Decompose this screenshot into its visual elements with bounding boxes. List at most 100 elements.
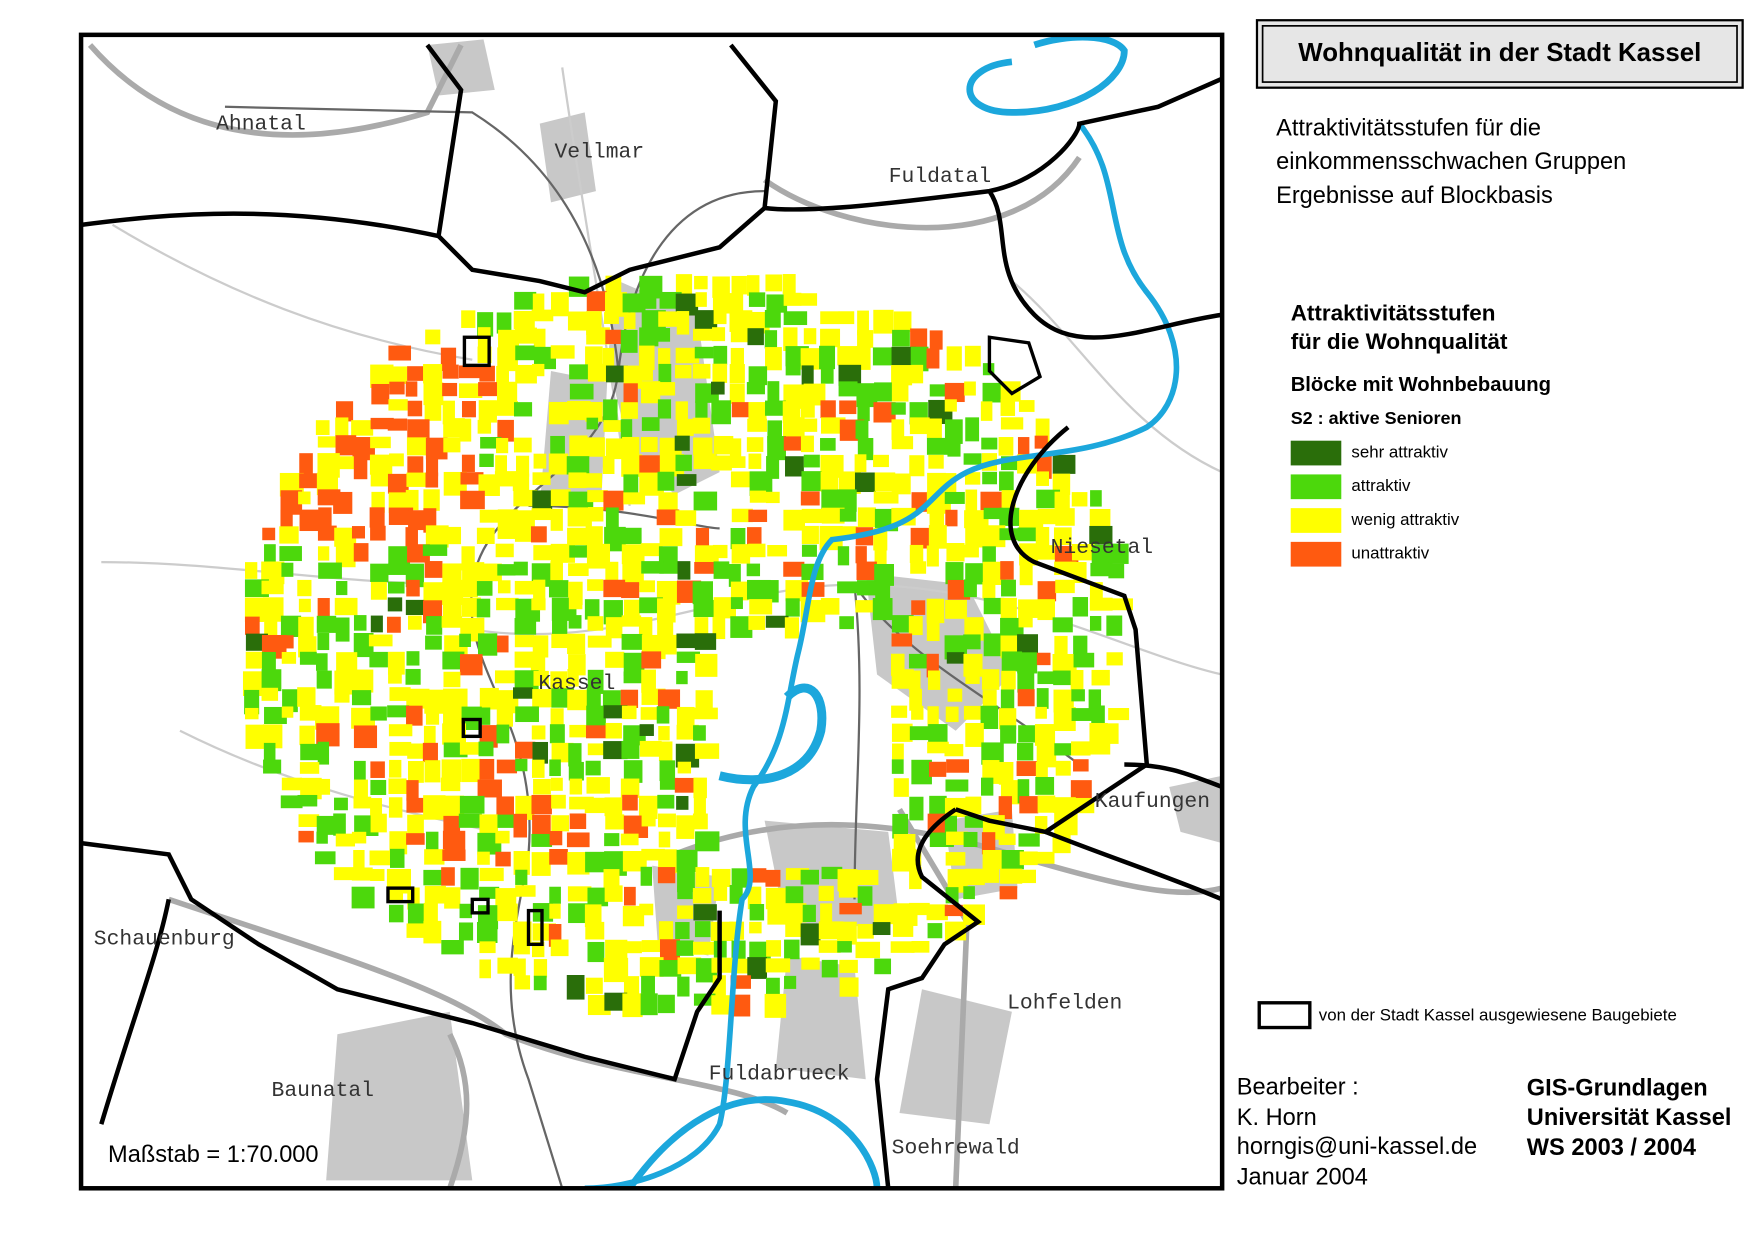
block <box>657 689 681 709</box>
block <box>423 869 444 886</box>
block <box>460 490 485 510</box>
block <box>692 417 711 434</box>
block <box>1037 671 1058 685</box>
block <box>746 579 771 600</box>
block <box>495 455 508 479</box>
block <box>477 633 498 656</box>
legend-swatch <box>1290 440 1342 466</box>
block <box>604 797 623 817</box>
block <box>1072 597 1089 617</box>
block <box>677 885 693 900</box>
block <box>1019 851 1038 866</box>
block <box>981 742 1004 765</box>
block <box>1034 724 1056 746</box>
block <box>603 490 624 511</box>
block <box>549 759 561 777</box>
block <box>424 400 442 421</box>
block <box>839 902 862 915</box>
block <box>731 275 747 295</box>
block <box>929 330 943 350</box>
block <box>837 526 858 538</box>
block <box>677 761 692 774</box>
block <box>929 508 945 527</box>
block <box>622 293 646 313</box>
block <box>441 759 462 782</box>
block <box>711 381 725 395</box>
block <box>694 310 718 332</box>
block <box>297 794 318 807</box>
block <box>874 382 894 402</box>
block <box>407 743 424 759</box>
block <box>279 635 294 649</box>
block <box>1106 652 1123 666</box>
block <box>694 545 719 565</box>
block <box>729 293 744 314</box>
block <box>767 436 786 461</box>
block <box>926 545 939 567</box>
block <box>515 706 539 723</box>
block <box>605 329 622 344</box>
block <box>442 830 466 855</box>
block <box>676 795 689 810</box>
block <box>641 940 664 953</box>
place-label: Lohfelden <box>1007 991 1122 1015</box>
block <box>406 705 423 726</box>
block <box>387 651 405 675</box>
block <box>1073 652 1095 668</box>
block <box>261 669 282 692</box>
block <box>765 491 780 504</box>
block <box>477 563 502 582</box>
block <box>1055 579 1075 594</box>
block <box>1052 473 1071 495</box>
block <box>551 815 570 832</box>
block <box>622 794 638 811</box>
block <box>656 509 680 526</box>
block <box>838 381 858 397</box>
legend-label: unattraktiv <box>1351 544 1429 563</box>
block <box>1019 509 1044 533</box>
block <box>657 867 676 884</box>
block <box>693 777 707 799</box>
block <box>909 544 924 563</box>
legend-title: für die Wohnqualität <box>1291 329 1508 354</box>
block <box>998 761 1014 785</box>
block <box>857 886 873 906</box>
block <box>281 706 294 718</box>
block <box>423 582 444 603</box>
block <box>550 561 563 582</box>
block <box>496 706 514 727</box>
block <box>694 561 718 574</box>
legend-outline-swatch <box>1257 1001 1312 1030</box>
block <box>926 437 949 455</box>
block <box>659 939 680 962</box>
block <box>459 903 473 919</box>
block <box>1053 527 1072 546</box>
block <box>1000 689 1015 712</box>
block <box>406 579 420 597</box>
block <box>587 743 605 756</box>
block <box>335 435 357 456</box>
block <box>855 600 878 613</box>
block <box>476 527 495 544</box>
block <box>1052 454 1076 474</box>
block <box>748 292 766 307</box>
block <box>316 615 337 633</box>
block <box>657 399 672 419</box>
block <box>569 545 588 558</box>
map-area: Ahnatal Vellmar Fuldatal Niesetal Kassel… <box>81 34 1223 1189</box>
block <box>533 579 546 603</box>
block <box>604 885 623 902</box>
block <box>640 993 658 1016</box>
block <box>765 615 789 628</box>
legend-label: wenig attraktiv <box>1350 510 1459 529</box>
block <box>569 383 594 400</box>
block <box>945 509 958 527</box>
block <box>459 633 471 647</box>
scale-label: Maßstab = 1:70.000 <box>108 1142 319 1168</box>
block <box>910 527 930 549</box>
block <box>800 293 818 306</box>
block <box>279 526 299 544</box>
block <box>460 867 479 890</box>
block <box>784 975 797 989</box>
block <box>370 581 387 600</box>
